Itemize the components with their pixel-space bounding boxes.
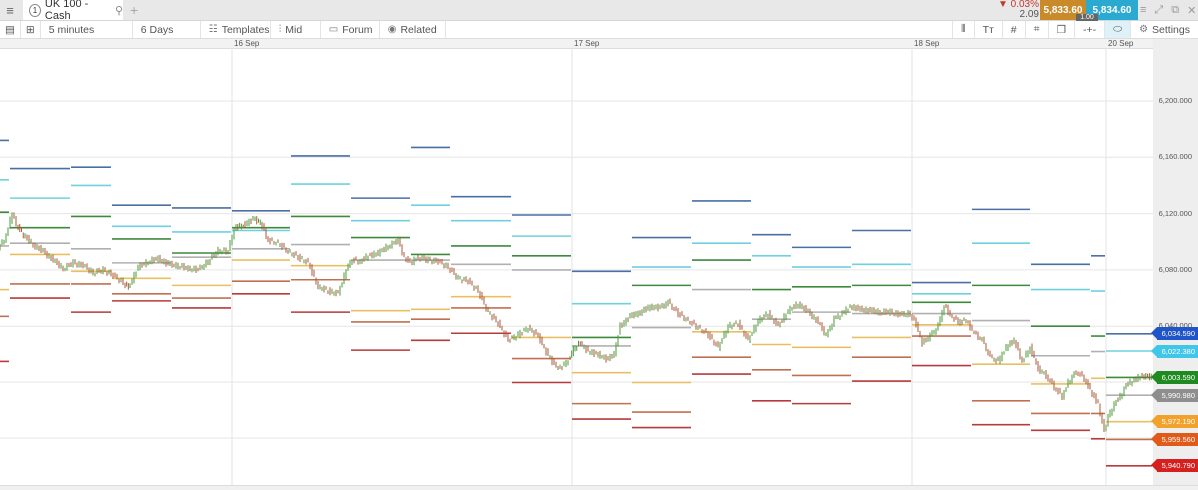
settings-label: Settings xyxy=(1152,23,1190,36)
settings-button[interactable]: ⚙ Settings xyxy=(1131,21,1198,38)
related-button[interactable]: ◉ Related xyxy=(380,21,446,38)
price-type-button[interactable]: ⫶ Mid xyxy=(271,21,321,38)
price-tag-s1: 5,972.190 xyxy=(1151,415,1198,429)
tab-bar: ≡ 1 UK 100 - Cash ⚲ + ▼ 0.03% 2.09 5,833… xyxy=(0,0,1198,22)
time-axis: 16 Sep 17 Sep 18 Sep 20 Sep xyxy=(0,39,1153,49)
price-tag-r2: 6,022.380 xyxy=(1151,344,1198,358)
crosshair-settings-icon[interactable]: ⌗ xyxy=(1026,21,1049,38)
duplicate-icon[interactable]: ❐ xyxy=(1049,21,1075,38)
forum-label: Forum xyxy=(342,23,373,36)
tab-number-badge: 1 xyxy=(29,3,41,17)
hamburger-icon[interactable]: ≡ xyxy=(6,2,14,18)
layout-icon[interactable]: ▤ xyxy=(0,21,21,38)
templates-button[interactable]: ☷ Templates xyxy=(201,21,271,38)
tab-title: UK 100 - Cash xyxy=(44,0,89,22)
tab-uk100-cash[interactable]: 1 UK 100 - Cash ⚲ xyxy=(23,0,123,22)
spread-badge: 1.00 xyxy=(1076,14,1098,22)
price-axis-label: 6,120.000 xyxy=(1158,208,1192,218)
price-axis-label: 6,200.000 xyxy=(1158,96,1192,105)
grid-toggle-icon[interactable]: # xyxy=(1003,21,1026,38)
plus-icon[interactable]: + xyxy=(130,2,139,18)
range-select[interactable]: 6 Days xyxy=(133,21,201,38)
price-axis-label: 6,160.000 xyxy=(1158,152,1192,162)
bottom-scrollbar[interactable] xyxy=(0,485,1198,490)
price-axis-label: 6,040.000 xyxy=(1158,321,1192,331)
templates-label: Templates xyxy=(221,23,270,36)
related-label: Related xyxy=(400,23,437,36)
time-axis-label: 17 Sep xyxy=(574,39,600,48)
sell-price-button[interactable]: 5,833.60 xyxy=(1040,0,1086,20)
price-change: ▼ 0.03% 2.09 xyxy=(993,0,1039,20)
price-chart[interactable] xyxy=(0,48,1153,485)
gear-icon: ⚙ xyxy=(1139,24,1149,35)
price-type-label: Mid xyxy=(285,23,303,36)
forum-button[interactable]: ▭ Forum xyxy=(321,21,380,38)
expand-icon[interactable]: ⤢ xyxy=(1154,3,1164,16)
time-axis-label: 16 Sep xyxy=(234,39,260,48)
window-controls: ≡ ⤢ ⧉ ✕ xyxy=(1140,0,1196,20)
grid-layout-icon[interactable]: ⊞ xyxy=(21,21,41,38)
price-tag-r3: 6,034.590 xyxy=(1151,327,1198,341)
chat-icon: ▭ xyxy=(328,24,339,35)
change-percent: ▼ 0.03% xyxy=(997,0,1039,10)
restore-icon[interactable]: ⧉ xyxy=(1171,3,1180,16)
templates-icon: ☷ xyxy=(208,24,218,35)
bars-icon: ⫶ xyxy=(278,24,282,35)
time-axis-label: 20 Sep xyxy=(1108,39,1134,48)
price-axis[interactable]: 6,200.000 6,160.000 6,120.000 6,080.000 6,04… xyxy=(1151,39,1198,489)
price-tag-s2: 5,959.560 xyxy=(1151,432,1198,446)
window-menu-icon[interactable]: ≡ xyxy=(1140,4,1147,16)
indicators-icon[interactable]: ⫴ xyxy=(952,21,975,38)
price-tag-s3: 5,940.790 xyxy=(1151,459,1198,473)
price-tag-r1: 6,003.590 xyxy=(1151,370,1198,384)
eye-icon: ◉ xyxy=(387,24,397,35)
crosshair-icon[interactable]: -+- xyxy=(1075,21,1106,38)
price-tag-p: 5,990.980 xyxy=(1151,388,1198,402)
change-absolute: 2.09 xyxy=(1019,9,1039,20)
price-axis-label: 6,080.000 xyxy=(1158,264,1192,274)
price-tag-icon[interactable]: ⬭ xyxy=(1105,21,1132,38)
buy-price-button[interactable]: 5,834.60 xyxy=(1086,0,1138,20)
timeframe-select[interactable]: 5 minutes xyxy=(41,21,133,38)
time-axis-label: 18 Sep xyxy=(914,39,940,48)
chart-toolbar: ▤ ⊞ 5 minutes 6 Days ☷ Templates ⫶ Mid ▭… xyxy=(0,21,1198,39)
close-icon[interactable]: ✕ xyxy=(1187,4,1197,17)
text-tool-icon[interactable]: Tт xyxy=(975,21,1003,38)
search-icon[interactable]: ⚲ xyxy=(114,4,123,17)
